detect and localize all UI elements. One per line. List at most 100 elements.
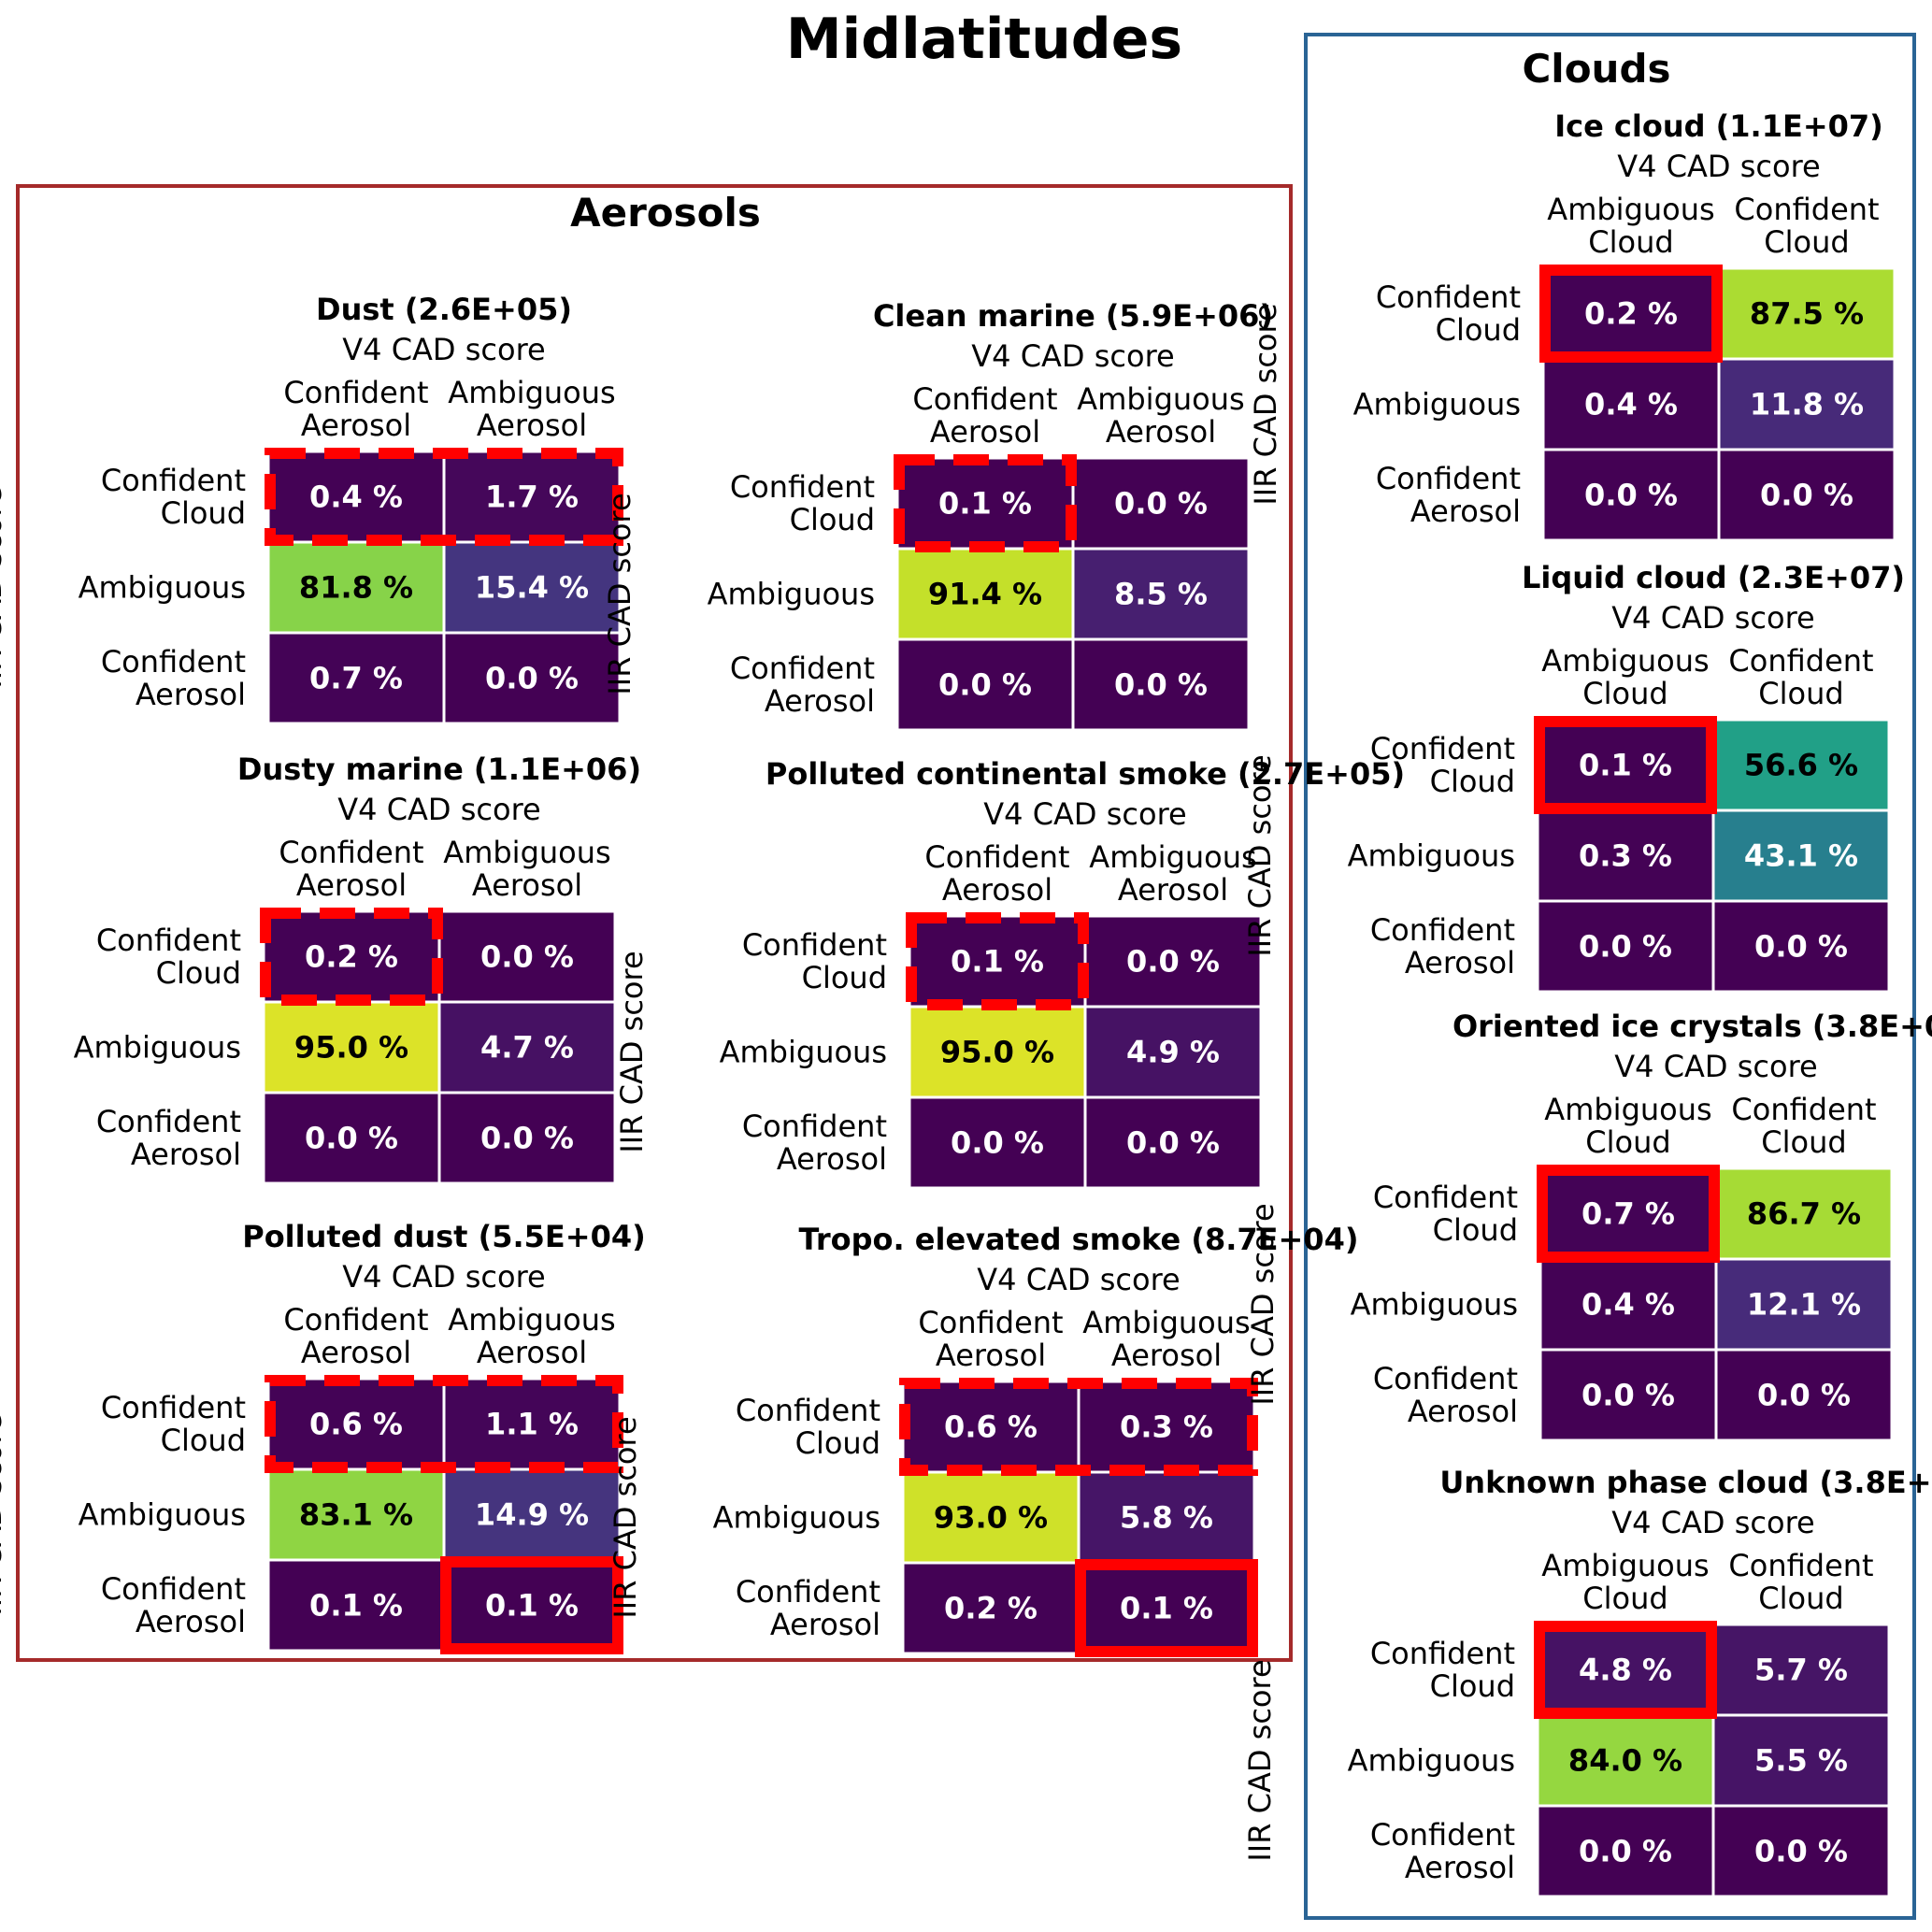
cell-value-label: 95.0 % [294,1030,408,1066]
heatmap-panel: Clean marine (5.9E+06) V4 CAD score Confid… [602,298,1273,732]
y-tick-label: Confident Aerosol [742,1109,887,1177]
figure-title: Midlatitudes [786,7,1182,72]
y-axis-label: IIR CAD score [0,946,4,1148]
y-axis-label: IIR CAD score [1242,754,1278,956]
cell-value-label: 0.0 % [1584,478,1678,513]
heatmap-cell [1541,448,1721,542]
cell-value-label: 14.9 % [475,1497,589,1533]
heatmap-panel: Polluted dust (5.5E+04) V4 CAD score Confi… [0,1219,646,1654]
heatmap-cell [442,1558,622,1653]
x-tick-label: Ambiguous Aerosol [443,835,610,903]
cell-value-label: 0.4 % [1584,387,1678,422]
cell-value-label: 0.0 % [1126,944,1220,980]
panel-title: Polluted continental smoke (2.7E+05) [766,756,1405,792]
clouds-group-frame [1304,33,1916,1920]
y-axis-label: IIR CAD score [614,951,650,1152]
heatmap-cell [437,909,617,1004]
y-tick-label: Confident Cloud [1370,1636,1515,1704]
x-axis-label: V4 CAD score [983,796,1186,832]
cell-value-label: 0.1 % [1579,748,1672,783]
y-tick-label: Ambiguous [1353,387,1521,422]
y-tick-label: Ambiguous [1348,1743,1515,1779]
aerosols-group-frame [16,184,1293,1662]
y-tick-label: Confident Aerosol [1376,461,1521,529]
y-axis-label: IIR CAD score [1248,303,1283,505]
x-tick-label: Confident Aerosol [283,1302,428,1370]
cell-value-label: 0.0 % [1114,667,1208,703]
y-tick-label: Confident Cloud [1370,731,1515,799]
heatmap-cell [1536,899,1715,994]
highlight-box [1534,1621,1717,1719]
y-axis-label: IIR CAD score [1242,1659,1278,1861]
y-tick-label: Ambiguous [79,570,246,606]
heatmap-cell [1077,1380,1256,1474]
cell-value-label: 84.0 % [1568,1743,1682,1779]
x-tick-label: Ambiguous Cloud [1541,1548,1709,1616]
heatmap-cell [266,631,446,725]
y-tick-label: Confident Cloud [1373,1180,1518,1248]
cell-value-label: 83.1 % [299,1497,413,1533]
x-tick-label: Confident Aerosol [279,835,423,903]
cell-value-label: 0.1 % [938,486,1032,522]
y-tick-label: Confident Cloud [101,1390,246,1458]
heatmap-cell [266,450,446,544]
cell-value-label: 0.4 % [309,479,403,515]
cell-value-label: 11.8 % [1750,387,1864,422]
cell-value-label: 15.4 % [475,570,589,606]
x-axis-label: V4 CAD score [342,1259,545,1295]
cell-value-label: 4.7 % [480,1030,574,1066]
y-tick-label: Confident Aerosol [96,1104,241,1172]
heatmap-panel: Dust (2.6E+05) V4 CAD score Confident Aeros… [0,292,623,725]
panel-title: Liquid cloud (2.3E+07) [1522,560,1905,595]
cell-value-label: 5.8 % [1120,1500,1213,1536]
y-axis-label: IIR CAD score [602,493,637,694]
y-axis-label: IIR CAD score [0,1413,8,1615]
panel-title: Dust (2.6E+05) [316,292,572,327]
heatmap-cell [442,1467,622,1562]
cell-value-label: 0.1 % [951,944,1044,980]
cell-value-label: 4.9 % [1126,1035,1220,1070]
cell-value-label: 0.0 % [951,1125,1044,1161]
x-tick-label: Confident Cloud [1734,192,1879,260]
highlight-box [1534,716,1717,814]
y-tick-label: Confident Aerosol [730,651,875,719]
heatmap-cell [1711,1623,1891,1717]
cell-value-label: 0.3 % [1120,1410,1213,1445]
heatmap-cell [901,1561,1080,1655]
cell-value-label: 91.4 % [928,577,1042,612]
cell-value-label: 87.5 % [1750,296,1864,332]
heatmap-cell [1083,1095,1263,1190]
heatmap-cell [266,1558,446,1653]
cell-value-label: 81.8 % [299,570,413,606]
cell-value-label: 4.8 % [1579,1653,1672,1688]
panel-title: Dusty marine (1.1E+06) [237,751,641,787]
y-tick-label: Confident Aerosol [736,1574,880,1642]
heatmap-cell [437,1091,617,1185]
y-tick-label: Ambiguous [720,1035,887,1070]
y-tick-label: Confident Aerosol [1370,912,1515,980]
y-axis-label: IIR CAD score [608,1416,643,1618]
highlight-box [265,1375,623,1473]
y-tick-label: Confident Cloud [736,1393,880,1461]
heatmap-cell [1536,1804,1715,1898]
heatmap-cell [908,1095,1087,1190]
y-tick-label: Ambiguous [79,1497,246,1533]
heatmap-panel: Oriented ice crystals (3.8E+04) V4 CAD sc… [1245,1009,1932,1442]
cell-value-label: 0.0 % [305,1121,398,1156]
x-axis-label: V4 CAD score [1611,1505,1814,1540]
cell-value-label: 0.0 % [1757,1378,1851,1413]
heatmap-cell [1711,1804,1891,1898]
x-axis-label: V4 CAD score [971,338,1174,374]
heatmap-cell [1071,456,1251,551]
cell-value-label: 95.0 % [940,1035,1054,1070]
heatmap-cell [1714,1166,1894,1261]
x-tick-label: Ambiguous Cloud [1547,192,1714,260]
heatmap-cell [895,456,1075,551]
highlight-box [1075,1559,1258,1657]
y-tick-label: Confident Cloud [1376,279,1521,348]
cell-value-label: 0.0 % [480,1121,574,1156]
heatmap-cell [1714,1257,1894,1352]
cell-value-label: 0.0 % [1579,929,1672,965]
cell-value-label: 5.5 % [1754,1743,1848,1779]
